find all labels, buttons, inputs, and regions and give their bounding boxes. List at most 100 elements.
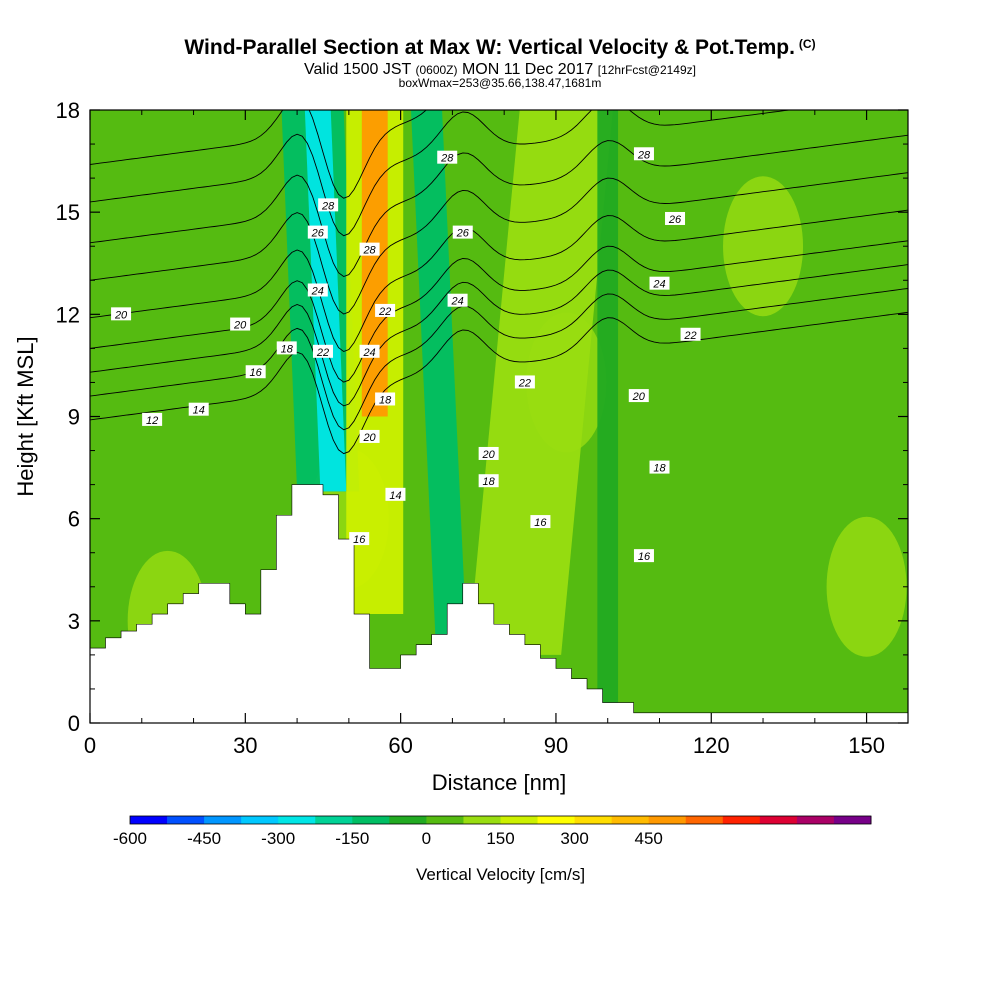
colorbar-swatch xyxy=(130,816,168,824)
contour-label: 14 xyxy=(188,402,209,417)
contour-label-text: 14 xyxy=(389,490,401,502)
contour-label: 20 xyxy=(628,389,649,403)
contour-label: 28 xyxy=(359,242,380,257)
contour-label-text: 26 xyxy=(668,214,682,226)
contour-label-box xyxy=(111,307,132,321)
theta-contour xyxy=(90,110,793,237)
y-tick-label: 15 xyxy=(56,200,80,225)
contour-label: 22 xyxy=(514,375,535,389)
contour-label-text: 18 xyxy=(379,394,392,406)
contour-label-text: 24 xyxy=(652,279,665,291)
x-tick-label: 90 xyxy=(544,733,568,758)
velocity-band xyxy=(410,110,468,669)
colorbar-swatch xyxy=(537,816,576,824)
contour-label: 16 xyxy=(349,532,370,546)
contour-label-box xyxy=(318,198,339,212)
contour-label-box xyxy=(633,549,654,563)
contour-label-box xyxy=(375,392,396,406)
contour-label: 18 xyxy=(375,392,396,406)
contour-label-box xyxy=(307,225,328,239)
contour-label: 22 xyxy=(312,344,333,359)
contour-label-text: 20 xyxy=(632,391,646,403)
colorbar-swatch xyxy=(759,816,798,824)
colorbar-tick-label: -450 xyxy=(187,829,221,848)
contour-label: 18 xyxy=(649,460,670,475)
theta-contour xyxy=(90,264,908,407)
contour-label-box xyxy=(307,283,328,297)
contour-label-text: 28 xyxy=(321,200,335,212)
contour-label: 16 xyxy=(633,549,654,563)
contour-label: 18 xyxy=(276,341,297,355)
colorbar-swatch xyxy=(796,816,835,824)
contour-label-text: 22 xyxy=(518,377,531,389)
x-tick-label: 0 xyxy=(84,733,96,758)
contour-label: 26 xyxy=(665,211,686,226)
plot-area: 12 14 16 18 20 20 22 24 26 28 28 24 22 18 20 14 16 28 26 24… xyxy=(90,110,908,723)
contour-label: 12 xyxy=(142,412,163,427)
x-tick-label: 120 xyxy=(693,733,730,758)
theta-contour xyxy=(90,240,908,383)
colorbar-tick-label: 300 xyxy=(560,829,588,848)
contour-label-text: 16 xyxy=(353,534,366,546)
contour-label: 20 xyxy=(478,446,499,461)
colorbar-swatch xyxy=(426,816,464,824)
colorbar-swatch xyxy=(574,816,613,824)
contour-label: 28 xyxy=(633,147,654,161)
colorbar-tick-label: 0 xyxy=(422,829,431,848)
contour-label-text: 22 xyxy=(683,330,696,342)
contour-label-text: 16 xyxy=(534,517,547,529)
contour-label: 20 xyxy=(111,307,132,321)
colorbar-swatch xyxy=(278,816,316,824)
terrain xyxy=(90,484,908,723)
contour-label: 28 xyxy=(318,198,339,212)
colorbar-swatch xyxy=(463,816,501,824)
contour-label: 24 xyxy=(307,283,328,297)
contour-label-box xyxy=(359,242,380,256)
colorbar-swatch xyxy=(204,816,242,824)
colorbar-swatch xyxy=(500,816,539,824)
y-tick-label: 9 xyxy=(68,405,80,430)
contour-label-box xyxy=(359,429,380,443)
colorbar-swatch xyxy=(241,816,279,824)
contour-label-box xyxy=(312,344,333,358)
contour-label-box xyxy=(649,276,670,290)
x-tick-label: 60 xyxy=(388,733,412,758)
theta-contour xyxy=(90,172,908,315)
contour-label-text: 20 xyxy=(233,320,247,332)
theta-contour xyxy=(90,311,908,455)
theta-contour xyxy=(90,134,908,278)
colorbar-tick-label: 150 xyxy=(486,829,514,848)
valid-date: MON 11 Dec 2017 xyxy=(461,61,594,78)
contour-label-text: 22 xyxy=(378,306,391,318)
contour-label: 26 xyxy=(307,225,328,240)
contour-label-box xyxy=(628,389,649,403)
weak-ascent-patch xyxy=(723,176,804,317)
colorbar-swatch xyxy=(722,816,761,824)
contour-label-box xyxy=(665,211,686,225)
colorbar-swatch xyxy=(352,816,390,824)
contour-label: 24 xyxy=(359,344,380,359)
theta-contour xyxy=(90,110,427,199)
contour-label-text: 28 xyxy=(440,153,454,165)
contour-label-box xyxy=(276,341,297,355)
contour-label-text: 24 xyxy=(362,347,375,359)
contour-label: 14 xyxy=(385,487,406,502)
contour-label: 20 xyxy=(230,317,251,332)
contour-label: 16 xyxy=(245,365,266,379)
contour-label-text: 26 xyxy=(311,228,325,240)
contour-label: 20 xyxy=(359,429,380,444)
theta-contour xyxy=(90,209,908,353)
chart-title: Wind-Parallel Section at Max W: Vertical… xyxy=(0,36,1000,60)
contour-label-box xyxy=(447,293,468,307)
theta-contour xyxy=(90,288,908,431)
contour-label-text: 20 xyxy=(114,309,128,321)
contour-label: 24 xyxy=(649,276,670,291)
contour-label-text: 18 xyxy=(483,476,496,488)
contour-label-box xyxy=(349,532,370,546)
colorbar-label: Vertical Velocity [cm/s] xyxy=(416,865,585,884)
contour-label-text: 12 xyxy=(146,415,158,427)
y-axis-label: Height [Kft MSL] xyxy=(13,336,38,496)
contour-label-text: 14 xyxy=(193,405,205,417)
x-tick-label: 150 xyxy=(848,733,885,758)
contour-label-box xyxy=(680,327,701,341)
